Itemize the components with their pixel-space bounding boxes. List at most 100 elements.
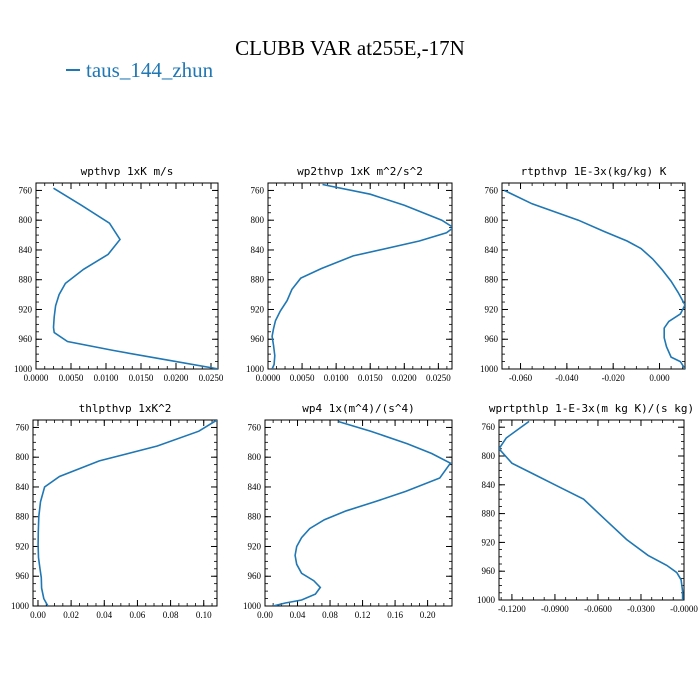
- y-tick-label: 960: [251, 334, 265, 344]
- x-tick-label: 0.0150: [358, 373, 383, 383]
- series-line: [52, 187, 218, 369]
- y-tick-label: 840: [248, 482, 262, 492]
- series-line: [272, 420, 452, 606]
- y-tick-label: 880: [485, 275, 499, 285]
- x-tick-label: 0.00: [257, 610, 273, 620]
- panel-6: wprtpthlp 1-E-3x(m kg K)/(s kg) -0.1200 -0…: [477, 402, 698, 614]
- x-tick-label: 0.0100: [324, 373, 349, 383]
- x-tick-label: 0.0250: [426, 373, 451, 383]
- plot-frame: [267, 182, 453, 370]
- y-tick-label: 960: [19, 334, 33, 344]
- y-tick-label: 840: [485, 245, 499, 255]
- y-tick-label: 920: [482, 537, 496, 547]
- legend: taus_144_zhun: [66, 58, 213, 83]
- y-tick-label: 1000: [480, 364, 499, 374]
- plot-frame: [35, 182, 219, 370]
- series-line: [499, 420, 684, 600]
- y-tick-label: 920: [248, 541, 262, 551]
- x-tick-label: 0.0250: [199, 373, 224, 383]
- y-tick-label: 840: [482, 480, 496, 490]
- y-tick-label: 880: [16, 512, 30, 522]
- panel-title: wp4 1x(m^4)/(s^4): [302, 402, 415, 415]
- legend-line-swatch: [66, 69, 80, 72]
- y-tick-label: 1000: [14, 364, 33, 374]
- x-tick-label: 0.0050: [59, 373, 84, 383]
- y-tick-label: 960: [248, 571, 262, 581]
- x-tick-label: 0.10: [196, 610, 212, 620]
- y-tick-label: 1000: [11, 601, 30, 611]
- x-tick-label: -0.040: [555, 373, 579, 383]
- x-tick-label: 0.08: [322, 610, 338, 620]
- y-tick-label: 1000: [477, 595, 496, 605]
- x-tick-label: -0.1200: [498, 604, 526, 614]
- plot-frame: [501, 182, 686, 370]
- y-tick-label: 800: [19, 215, 33, 225]
- x-tick-label: 0.0000: [24, 373, 49, 383]
- y-tick-label: 880: [251, 275, 265, 285]
- figure-title: CLUBB VAR at255E,-17N: [235, 36, 465, 60]
- y-tick-label: 760: [16, 422, 30, 432]
- x-tick-label: 0.0150: [129, 373, 154, 383]
- panel-2: wp2thvp 1xK m^2/s^2 0.0000 0.0050 0.0100 0.0…: [246, 165, 453, 383]
- panel-title: wp2thvp 1xK m^2/s^2: [297, 165, 423, 178]
- x-tick-label: 0.0200: [164, 373, 189, 383]
- panel-4: thlpthvp 1xK^2 0.00 0.02 0.04 0.06 0.08 0.10 76…: [11, 402, 218, 620]
- x-tick-label: -0.060: [509, 373, 533, 383]
- x-tick-label: -0.020: [602, 373, 626, 383]
- panel-5: wp4 1x(m^4)/(s^4) 0.00 0.04 0.08 0.12 0.16 0.2…: [243, 402, 453, 620]
- y-tick-label: 800: [482, 451, 496, 461]
- legend-label: taus_144_zhun: [86, 58, 214, 82]
- y-tick-label: 960: [16, 571, 30, 581]
- y-tick-label: 840: [251, 245, 265, 255]
- x-tick-label: 0.12: [355, 610, 371, 620]
- y-tick-label: 920: [16, 541, 30, 551]
- x-tick-label: -0.0600: [584, 604, 612, 614]
- x-tick-label: 0.04: [290, 610, 306, 620]
- y-tick-label: 800: [251, 215, 265, 225]
- x-tick-label: 0.16: [387, 610, 403, 620]
- x-tick-label: 0.00: [30, 610, 46, 620]
- panel-title: wprtpthlp 1-E-3x(m kg K)/(s kg): [489, 402, 694, 415]
- y-tick-label: 840: [19, 245, 33, 255]
- panel-3: rtpthvp 1E-3x(kg/kg) K -0.060 -0.040 -0.020…: [480, 165, 686, 383]
- x-tick-label: 0.000: [649, 373, 670, 383]
- x-tick-label: 0.0200: [392, 373, 417, 383]
- y-tick-label: 1000: [243, 601, 262, 611]
- y-tick-label: 760: [19, 185, 33, 195]
- plot-frame: [32, 419, 218, 607]
- y-tick-label: 880: [248, 512, 262, 522]
- y-tick-label: 880: [19, 275, 33, 285]
- y-tick-label: 840: [16, 482, 30, 492]
- y-tick-label: 760: [248, 422, 262, 432]
- plot-frame: [498, 419, 685, 601]
- series-line: [503, 189, 685, 369]
- series-line: [37, 420, 217, 606]
- x-tick-label: -0.0300: [627, 604, 655, 614]
- y-tick-label: 760: [251, 185, 265, 195]
- panel-1: wpthvp 1xK m/s 0.0000 0.0050 0.0100 0.0150 0.…: [14, 165, 224, 383]
- panel-title: rtpthvp 1E-3x(kg/kg) K: [521, 165, 667, 178]
- y-tick-label: 800: [16, 452, 30, 462]
- y-tick-label: 960: [482, 566, 496, 576]
- x-tick-label: 0.0100: [94, 373, 119, 383]
- y-tick-label: 760: [482, 422, 496, 432]
- x-tick-label: 0.0000: [256, 373, 281, 383]
- y-tick-label: 880: [482, 509, 496, 519]
- y-tick-label: 920: [485, 304, 499, 314]
- y-tick-label: 760: [485, 185, 499, 195]
- panel-title: wpthvp 1xK m/s: [81, 165, 174, 178]
- y-tick-label: 920: [251, 304, 265, 314]
- y-tick-label: 920: [19, 304, 33, 314]
- x-tick-label: 0.02: [63, 610, 79, 620]
- x-tick-label: 0.08: [163, 610, 179, 620]
- x-tick-label: -0.0900: [541, 604, 569, 614]
- x-tick-label: 0.0050: [290, 373, 315, 383]
- y-tick-label: 800: [485, 215, 499, 225]
- x-tick-label: -0.0000: [670, 604, 698, 614]
- plot-frame: [264, 419, 453, 607]
- x-tick-label: 0.04: [96, 610, 112, 620]
- y-tick-label: 800: [248, 452, 262, 462]
- series-line: [271, 183, 452, 369]
